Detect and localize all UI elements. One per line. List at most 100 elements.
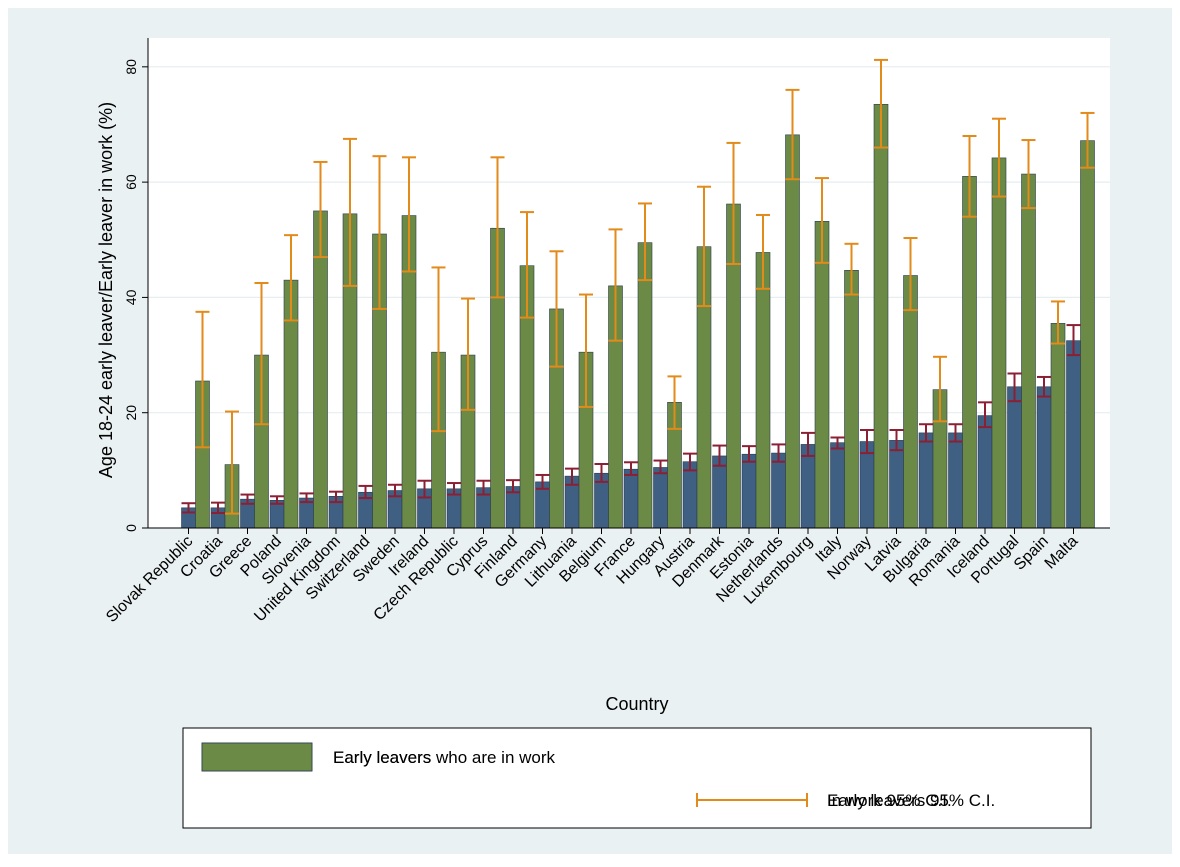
ci-errorbar <box>270 495 284 505</box>
ci-errorbar <box>638 202 652 282</box>
bar-early-leavers <box>1036 386 1052 529</box>
ci-errorbar <box>402 156 416 273</box>
bar-in-work <box>814 221 830 529</box>
ci-errorbar <box>181 502 196 514</box>
ci-errorbar <box>1066 324 1081 357</box>
ci-errorbar <box>549 250 564 368</box>
bar-in-work <box>873 103 889 529</box>
y-tick-label: 80 <box>123 59 139 75</box>
ci-errorbar <box>388 483 402 498</box>
confidence-intervals <box>181 58 1095 515</box>
legend-label: In work 95% C.I. <box>827 791 952 810</box>
ci-errorbar <box>785 88 800 181</box>
legend-label: Early leavers 95% C.I. <box>827 791 995 810</box>
ci-errorbar <box>535 473 550 490</box>
ci-errorbar <box>874 58 888 149</box>
ci-errorbar <box>195 310 210 449</box>
ci-errorbar <box>1080 111 1095 169</box>
ci-errorbar <box>461 297 475 411</box>
ci-errorbar <box>801 431 815 457</box>
ci-errorbar <box>712 444 727 467</box>
ci-errorbar <box>284 234 298 322</box>
ci-errorbar <box>594 463 609 483</box>
ci-errorbar <box>726 141 741 265</box>
ci-errorbar <box>520 211 534 319</box>
ci-errorbar <box>1037 375 1051 398</box>
ci-errorbar <box>948 423 963 443</box>
legend-label: Early leavers who are in work <box>333 748 556 767</box>
bar-early-leavers <box>830 442 845 529</box>
ci-errorbar <box>903 237 918 312</box>
ci-errorbar <box>1007 372 1022 403</box>
y-axis-title: Age 18-24 early leaver/Early leaver in w… <box>96 102 116 478</box>
ci-errorbar <box>372 155 387 310</box>
bar-early-leavers <box>682 461 698 529</box>
ci-errorbar <box>771 443 786 463</box>
ci-errorbar <box>506 479 520 494</box>
y-tick-label: 20 <box>123 405 139 421</box>
bar-in-work <box>1050 323 1066 529</box>
ci-errorbar <box>225 410 239 515</box>
bar-early-leavers <box>653 467 668 529</box>
bar-early-leavers <box>948 432 963 529</box>
ci-errorbar <box>697 185 711 308</box>
ci-errorbar <box>889 429 904 452</box>
ci-errorbar <box>683 452 697 472</box>
y-tick-label: 40 <box>123 289 139 305</box>
ci-errorbar <box>830 436 845 450</box>
ci-errorbar <box>579 293 593 408</box>
ci-errorbar <box>417 479 432 499</box>
ci-errorbar <box>742 445 756 463</box>
y-tick-label: 0 <box>123 524 139 532</box>
bar-early-leavers <box>771 452 786 529</box>
ci-errorbar <box>860 429 874 455</box>
bar-early-leavers <box>977 415 993 529</box>
ci-errorbar <box>329 490 343 504</box>
ci-errorbar <box>299 492 314 504</box>
bar-early-leavers <box>741 453 757 529</box>
bar-early-leavers <box>1007 386 1022 529</box>
bar-in-work <box>1021 173 1036 529</box>
ci-errorbar <box>1021 139 1036 210</box>
legend-item: In work 95% C.I. <box>696 791 952 810</box>
bar-in-work <box>844 270 859 529</box>
legend-label: Early leavers <box>333 748 431 767</box>
bar-in-work <box>755 252 771 529</box>
bar-in-work <box>991 157 1007 529</box>
ci-errorbar <box>447 482 461 496</box>
ci-errorbar <box>431 266 446 433</box>
bar-in-work <box>903 275 918 529</box>
bar-early-leavers <box>1066 340 1081 529</box>
bar-early-leavers <box>712 455 727 529</box>
bar-in-work <box>1080 140 1095 529</box>
ci-errorbar <box>815 177 829 264</box>
ci-errorbar <box>756 213 770 290</box>
bar-in-work <box>962 176 977 529</box>
ci-errorbar <box>844 242 859 296</box>
bars <box>181 103 1095 529</box>
ci-errorbar <box>476 479 491 496</box>
ci-errorbar <box>313 160 328 259</box>
bar-early-leavers <box>623 468 639 529</box>
ci-errorbar <box>624 461 638 476</box>
ci-errorbar <box>667 375 682 430</box>
ci-errorbar <box>490 156 505 299</box>
y-tick-label: 60 <box>123 174 139 190</box>
ci-errorbar <box>254 282 269 426</box>
legend-item: Early leavers who are in work <box>201 742 556 772</box>
ci-errorbar <box>919 423 933 443</box>
legend-swatch-bar <box>201 742 313 772</box>
bar-in-work <box>637 242 653 529</box>
bar-in-work <box>785 134 800 529</box>
legend-box <box>182 727 1092 829</box>
bar-early-leavers <box>918 432 934 529</box>
ci-errorbar <box>653 459 668 475</box>
ci-errorbar <box>240 493 255 505</box>
ci-errorbar <box>343 137 357 287</box>
bar-early-leavers <box>889 440 904 529</box>
ci-errorbar <box>933 355 947 423</box>
ci-errorbar <box>608 228 623 342</box>
